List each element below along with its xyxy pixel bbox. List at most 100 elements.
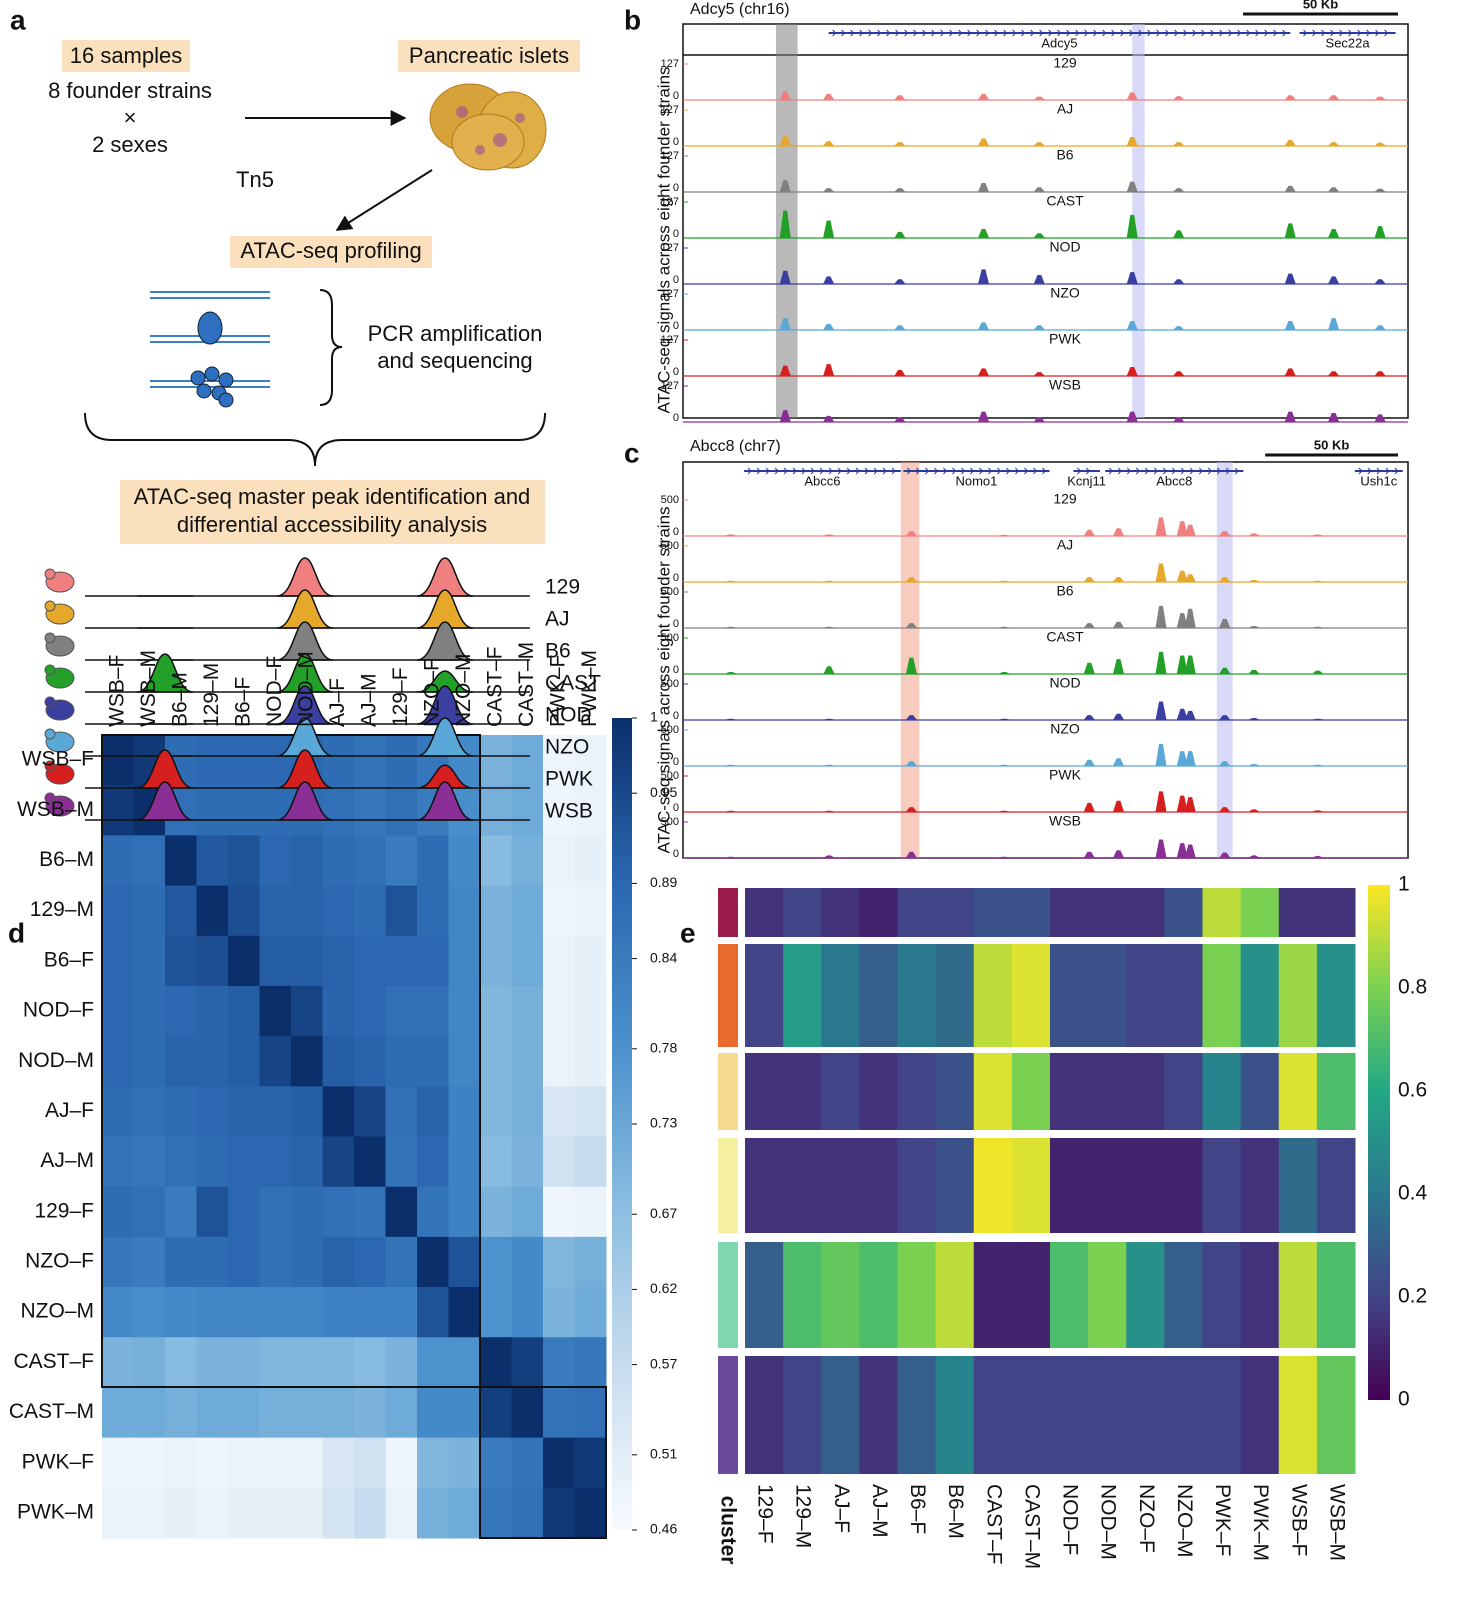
peak [276, 557, 334, 597]
signal-peak [1112, 659, 1125, 675]
colorbar-tick-label: 0.78 [650, 1040, 677, 1056]
heatmap-cell [102, 835, 134, 887]
heatmap-cell [196, 1437, 229, 1489]
heatmap-cell [322, 1437, 355, 1489]
column-label: NOD–F [263, 656, 286, 727]
heatmap-cell [574, 1136, 607, 1188]
peak [416, 589, 474, 629]
column-label: NZO–F [420, 658, 443, 727]
y-tick-label: 500 [661, 816, 679, 828]
signal-peak [1284, 320, 1297, 331]
row-label: AJ–F [45, 1099, 94, 1122]
heatmap-cell [291, 1387, 323, 1439]
signal-peak [1311, 670, 1325, 675]
heatmap-cell [543, 1387, 575, 1439]
heatmap-cell [935, 1242, 975, 1348]
y-tick-label: 127 [661, 242, 679, 254]
signal-peak [1176, 521, 1188, 537]
heatmap-cell [859, 1053, 898, 1130]
heatmap-cell [448, 1387, 481, 1439]
heatmap-cell [228, 835, 260, 887]
peak [276, 781, 334, 821]
strain-label: AJ [545, 608, 570, 631]
heatmap-cell [165, 1136, 197, 1188]
gene-arrow [1162, 467, 1167, 475]
gene-arrow [855, 467, 860, 475]
heatmap-cell [935, 1356, 975, 1474]
signal-peak [1112, 577, 1125, 583]
heatmap-cell [196, 1186, 229, 1238]
heatmap-cell [196, 1487, 229, 1539]
heatmap-cell [417, 985, 449, 1037]
signal-peak [1126, 92, 1139, 101]
gene-arrow [868, 29, 873, 37]
gene-arrow [931, 29, 936, 37]
peak [416, 670, 474, 693]
heatmap-cell [322, 835, 355, 887]
y-tick-label: 500 [661, 586, 679, 598]
heatmap-cell [480, 1387, 512, 1439]
column-label: WSB–M [1325, 1484, 1348, 1561]
signal-peak [725, 810, 736, 813]
cluster-bar [718, 1356, 738, 1474]
gene-arrow [1024, 467, 1029, 475]
column-label: WSB–F [1287, 1484, 1310, 1556]
heatmap-cell [259, 1036, 292, 1087]
heatmap-cell [385, 1487, 418, 1539]
heatmap-cell [783, 1356, 822, 1474]
heatmap-cell [448, 1487, 481, 1539]
gene-arrow [841, 29, 846, 37]
gene-arrow [1225, 467, 1230, 475]
heatmap-cell [133, 1136, 166, 1188]
signal-peak [1219, 618, 1231, 629]
gene-arrow [961, 467, 966, 475]
y-tick-label: 127 [661, 196, 679, 208]
heatmap-cell [480, 1086, 512, 1137]
gene-arrow [1021, 29, 1026, 37]
signal-peak [779, 210, 791, 239]
mouse-icon [44, 600, 56, 612]
gene-arrow [976, 29, 981, 37]
heatmap-cell [102, 1136, 134, 1188]
signal-peak [999, 534, 1010, 537]
arrow [335, 169, 433, 231]
strain-label: NZO [545, 736, 589, 759]
gene-arrow [783, 467, 788, 475]
heatmap-cell [228, 1287, 260, 1338]
gene-arrow [832, 29, 837, 37]
gene-arrow [1039, 29, 1044, 37]
gene-arrow [765, 467, 770, 475]
y-tick-label: 0 [673, 618, 679, 630]
heatmap-cell [259, 935, 292, 987]
signal-peak [1373, 96, 1387, 101]
heatmap-cell [196, 1236, 229, 1288]
heatmap-cell [480, 1287, 512, 1338]
signal-peak [1218, 761, 1231, 767]
gene-arrow [1207, 467, 1212, 475]
heatmap-cell [322, 785, 355, 836]
heatmap-cell [1202, 1053, 1242, 1130]
colorbar-tick-label: 0.8 [1398, 976, 1427, 999]
signal-peak [1284, 95, 1297, 101]
heatmap-cell [543, 935, 575, 987]
heatmap-cell [543, 1337, 575, 1388]
heatmap-cell [385, 1387, 418, 1439]
heatmap-cell [1240, 1242, 1280, 1348]
heatmap-cell [1088, 1138, 1127, 1233]
y-tick-label: 127 [661, 104, 679, 116]
heatmap-cell [1050, 944, 1089, 1047]
colorbar-tick-label: 0.6 [1398, 1079, 1427, 1102]
y-tick-label: 0 [673, 228, 679, 240]
column-label: CAST–F [982, 1484, 1005, 1565]
heatmap-cell [322, 1387, 355, 1439]
heatmap-cell [511, 1086, 544, 1137]
peak [276, 653, 334, 693]
heatmap-cell [511, 885, 544, 937]
signal-peak [893, 188, 907, 193]
heatmap-cell [291, 835, 323, 887]
y-tick-label: 0 [673, 802, 679, 814]
scale-label: 50 Kb [1303, 0, 1338, 11]
signal-peak [822, 188, 835, 193]
heatmap-cell [133, 835, 166, 887]
